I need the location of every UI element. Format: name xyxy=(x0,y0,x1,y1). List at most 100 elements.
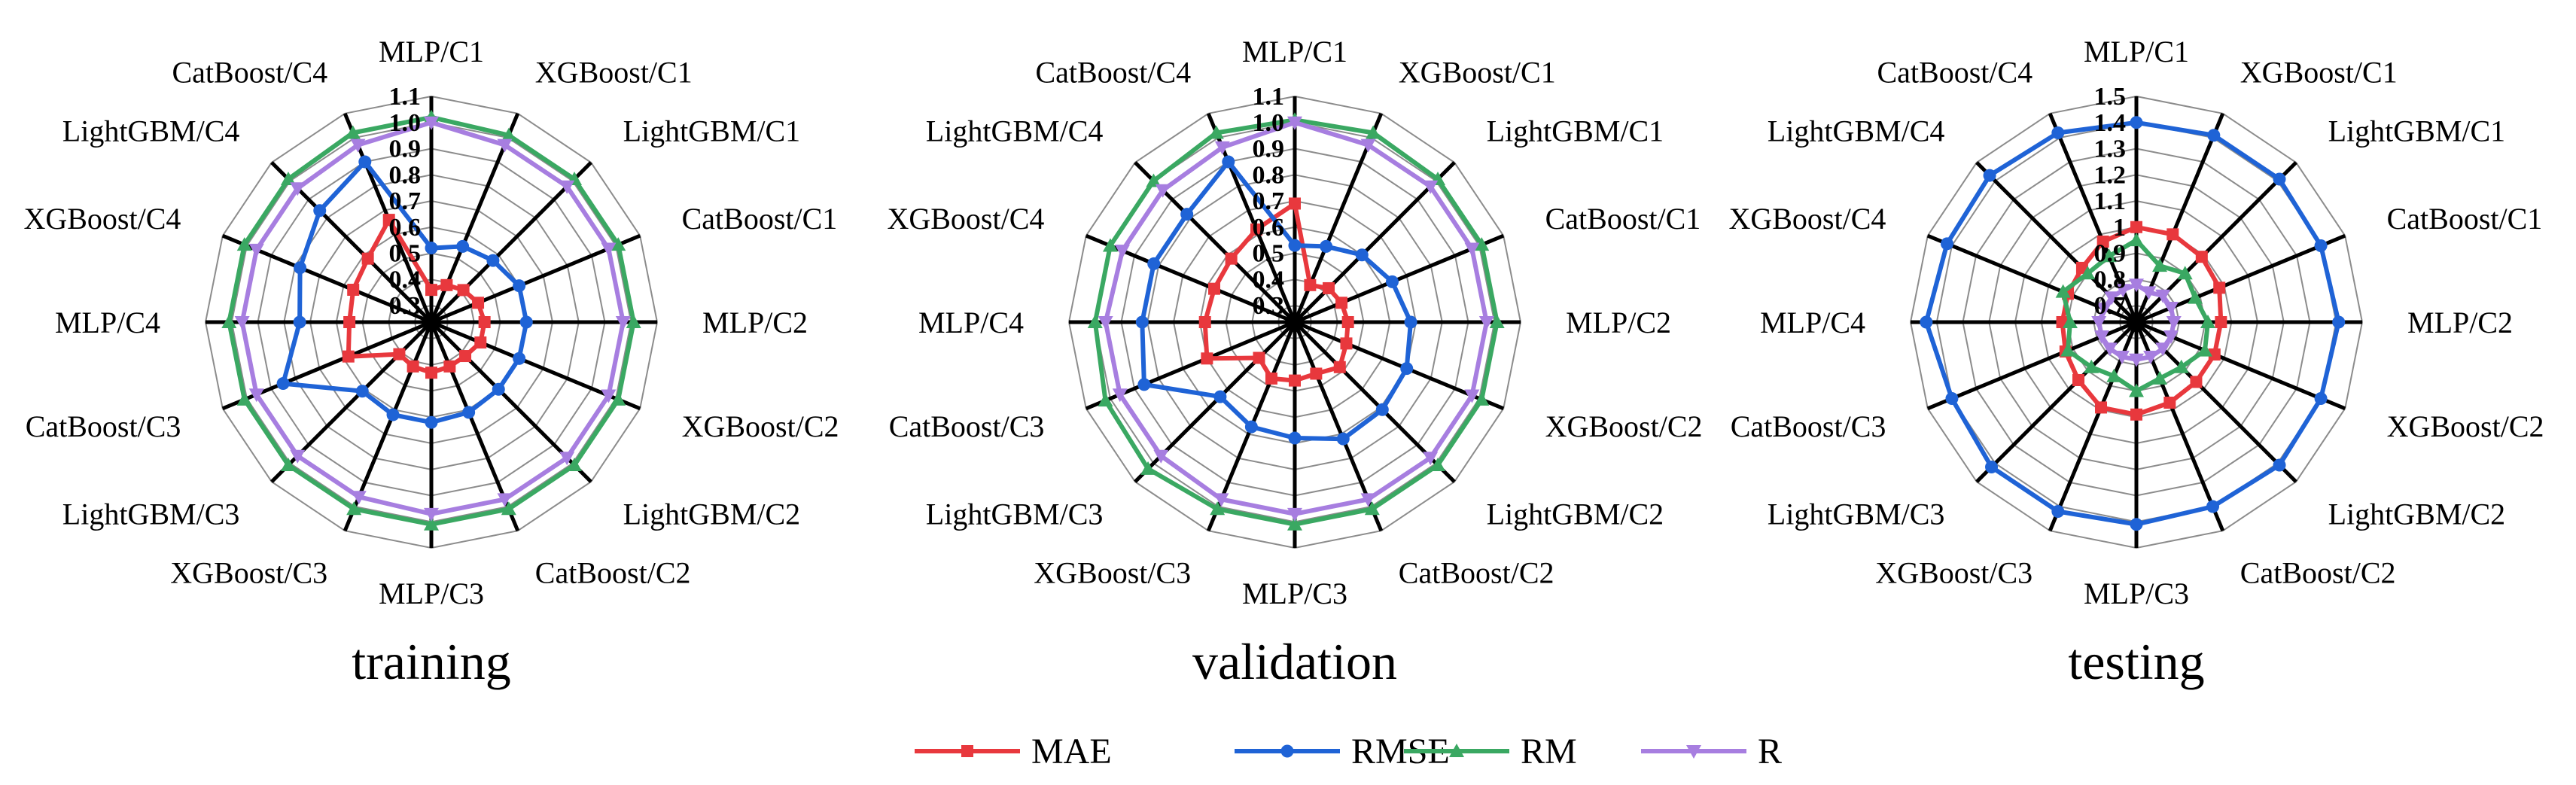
data-point-mae xyxy=(472,297,485,309)
data-point-rmse xyxy=(1137,378,1151,391)
category-label-xgboost-c3: XGBoost/C3 xyxy=(1034,556,1191,590)
data-point-r xyxy=(2104,291,2120,306)
data-point-rm xyxy=(1474,391,1490,406)
legend-marker xyxy=(1449,744,1464,757)
category-label-lightgbm-c1: LightGBM/C1 xyxy=(623,114,801,148)
category-label-xgboost-c3: XGBoost/C3 xyxy=(170,556,327,590)
data-point-rm xyxy=(501,127,516,141)
data-point-rm xyxy=(2129,233,2144,247)
data-point-rm xyxy=(346,501,362,516)
series-rmse xyxy=(1920,116,2346,531)
data-point-rm xyxy=(2060,342,2076,357)
radial-ticks: 0.30.40.50.60.70.80.91.01.1 xyxy=(389,83,422,320)
data-point-r xyxy=(1112,388,1128,403)
tick-label: 0.4 xyxy=(389,266,422,294)
category-label-lightgbm-c2: LightGBM/C2 xyxy=(1487,497,1664,531)
data-point-rm xyxy=(2152,258,2168,272)
category-label-lightgbm-c1: LightGBM/C1 xyxy=(2328,114,2506,148)
data-point-rm xyxy=(2200,315,2215,328)
data-point-mae xyxy=(457,284,470,297)
data-point-r xyxy=(1155,184,1171,198)
tick-label: 1.0 xyxy=(389,109,422,137)
data-point-r xyxy=(2096,303,2112,317)
data-point-rmse xyxy=(513,351,526,365)
category-label-mlp-c2: MLP/C2 xyxy=(2407,306,2513,339)
tick-label: 1.3 xyxy=(2094,135,2127,163)
data-point-mae xyxy=(2215,316,2227,328)
category-label-catboost-c3: CatBoost/C3 xyxy=(1731,409,1886,443)
data-point-rmse xyxy=(2207,129,2221,142)
category-label-catboost-c3: CatBoost/C3 xyxy=(889,409,1045,443)
data-point-mae xyxy=(2213,281,2226,294)
data-point-rm xyxy=(1287,516,1302,531)
data-point-r xyxy=(2115,284,2131,298)
data-point-r xyxy=(248,388,264,403)
data-point-r xyxy=(2155,342,2171,357)
data-point-mae xyxy=(1250,223,1263,236)
data-point-rmse xyxy=(2206,500,2220,513)
radar-panels: 0.30.40.50.60.70.80.91.01.1MLP/C1XGBoost… xyxy=(23,35,2544,690)
data-point-rm xyxy=(1489,315,1505,328)
data-point-r xyxy=(351,491,367,505)
tick-label: 0.9 xyxy=(389,135,422,163)
data-point-rm xyxy=(2080,266,2096,280)
data-point-rm xyxy=(1364,501,1380,516)
data-point-rm xyxy=(2055,284,2071,298)
data-point-r xyxy=(424,507,439,522)
data-point-mae xyxy=(443,360,456,373)
category-label-xgboost-c1: XGBoost/C1 xyxy=(2240,55,2398,89)
data-point-rmse xyxy=(1400,362,1414,376)
data-point-rmse xyxy=(1244,420,1258,434)
data-point-rmse xyxy=(355,385,369,398)
data-point-mae xyxy=(2072,373,2085,386)
legend-marker xyxy=(1280,744,1294,758)
data-point-mae xyxy=(2130,408,2142,421)
data-point-mae xyxy=(342,350,355,363)
data-point-rm xyxy=(2173,359,2189,373)
category-label-xgboost-c2: XGBoost/C2 xyxy=(2387,409,2544,443)
category-label-lightgbm-c3: LightGBM/C3 xyxy=(1768,497,1945,531)
category-label-xgboost-c3: XGBoost/C3 xyxy=(1875,556,2032,590)
data-point-rmse xyxy=(2273,458,2286,472)
data-point-r xyxy=(559,180,575,194)
data-point-mae xyxy=(2195,251,2208,263)
legend-item-mae: MAE xyxy=(915,732,1112,771)
series-rmse xyxy=(276,155,533,429)
tick-label: 0.7 xyxy=(2094,292,2127,320)
tick-label: 1.0 xyxy=(1253,109,1285,137)
data-point-rm xyxy=(1146,173,1162,187)
category-label-mlp-c1: MLP/C1 xyxy=(379,35,484,68)
category-label-mlp-c3: MLP/C3 xyxy=(1242,577,1347,610)
data-point-r xyxy=(248,243,264,257)
data-point-rmse xyxy=(1222,155,1235,169)
category-label-lightgbm-c4: LightGBM/C4 xyxy=(926,114,1104,148)
legend-item-rm: RM xyxy=(1404,732,1577,771)
data-point-rmse xyxy=(486,254,500,267)
data-point-rm xyxy=(567,458,583,472)
data-point-rmse xyxy=(1375,403,1389,416)
category-labels: MLP/C1 XGBoost/C1 LightGBM/C1 CatBoost/C1 ML… xyxy=(1728,35,2544,610)
data-point-rm xyxy=(280,458,296,472)
data-point-mae xyxy=(1333,361,1346,373)
tick-label: 1.1 xyxy=(2094,187,2127,215)
data-point-r xyxy=(2129,278,2144,293)
series-rm xyxy=(221,109,641,531)
data-point-rmse xyxy=(1920,315,1933,329)
data-point-rmse xyxy=(293,315,306,329)
data-point-rmse xyxy=(492,382,505,396)
tick-label: 0.7 xyxy=(389,187,422,215)
data-point-rm xyxy=(345,125,361,139)
data-point-r xyxy=(2129,353,2144,367)
tick-label: 0.6 xyxy=(389,214,422,242)
legend-marker xyxy=(961,745,973,757)
tick-label: 1.4 xyxy=(2094,109,2127,137)
category-labels: MLP/C1 XGBoost/C1 LightGBM/C1 CatBoost/C1 ML… xyxy=(887,35,1702,610)
data-point-rm xyxy=(2106,368,2122,382)
data-point-rm xyxy=(280,171,296,185)
data-point-mae xyxy=(1225,252,1238,265)
category-label-mlp-c3: MLP/C3 xyxy=(379,577,484,610)
data-point-rmse xyxy=(276,377,290,391)
category-label-catboost-c4: CatBoost/C4 xyxy=(1035,55,1191,89)
radial-ticks: 0.30.40.50.60.70.80.91.01.1 xyxy=(1253,83,1285,320)
